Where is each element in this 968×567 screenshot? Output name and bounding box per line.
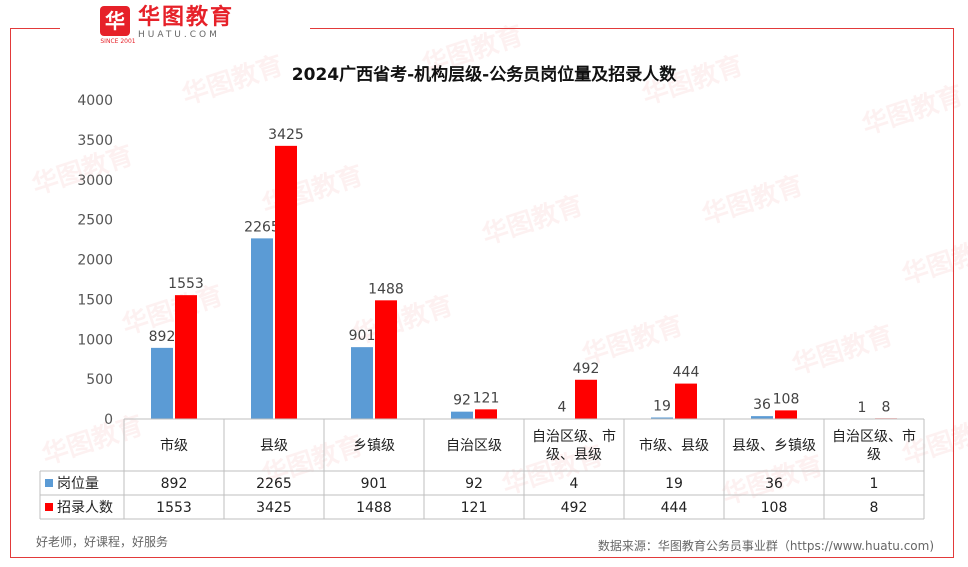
bar-positions	[651, 417, 673, 419]
y-tick-label: 1500	[77, 292, 113, 308]
category-label: 市级、县级	[639, 437, 709, 454]
bar-positions	[251, 238, 273, 419]
data-label: 1	[858, 400, 867, 416]
bar-positions	[751, 416, 773, 419]
brand-name: 华图教育	[138, 5, 235, 30]
bar-hires	[775, 410, 797, 419]
table-cell: 901	[361, 476, 388, 492]
data-label: 2265	[244, 219, 280, 235]
data-label: 36	[753, 397, 771, 413]
data-label: 108	[773, 391, 800, 407]
category-label: 乡镇级	[353, 438, 395, 454]
table-cell: 444	[661, 500, 688, 516]
category-label: 市级	[160, 437, 188, 454]
huatu-logo-icon: 华	[100, 6, 130, 36]
bar-positions	[351, 347, 373, 419]
y-tick-label: 3500	[77, 133, 113, 149]
y-tick-label: 2000	[77, 253, 113, 269]
legend-label: 岗位量	[57, 476, 99, 492]
legend-label: 招录人数	[57, 500, 113, 516]
data-label: 4	[558, 400, 567, 416]
bar-hires	[575, 379, 597, 419]
category-label: 级、县级	[546, 447, 602, 463]
table-cell: 3425	[256, 500, 292, 516]
bar-hires	[475, 409, 497, 419]
category-label: 自治区级	[446, 438, 502, 454]
legend-swatch	[45, 503, 53, 511]
table-cell: 121	[461, 500, 488, 516]
data-label: 92	[453, 393, 471, 409]
data-label: 492	[573, 361, 600, 377]
bar-hires	[175, 295, 197, 419]
table-cell: 36	[765, 476, 783, 492]
y-tick-label: 1000	[77, 332, 113, 348]
y-tick-label: 500	[86, 372, 113, 388]
bar-hires	[275, 145, 297, 419]
data-label: 892	[149, 329, 176, 345]
table-cell: 492	[561, 500, 588, 516]
brand-since: SINCE 2001	[100, 38, 136, 45]
data-label: 1488	[368, 281, 404, 297]
legend-swatch	[45, 479, 53, 487]
data-label: 1553	[168, 276, 204, 292]
category-label: 自治区级、市	[532, 428, 616, 445]
table-cell: 892	[161, 476, 188, 492]
table-cell: 108	[761, 500, 788, 516]
brand-domain: HUATU.COM	[138, 30, 220, 40]
data-label: 121	[473, 390, 500, 406]
bar-positions	[151, 347, 173, 419]
brand-logo: 华 华图教育 HUATU.COM SINCE 2001	[100, 5, 235, 45]
table-cell: 4	[570, 476, 579, 492]
table-cell: 1553	[156, 500, 192, 516]
category-label: 县级、乡镇级	[732, 438, 816, 454]
chart-title: 2024广西省考-机构层级-公务员岗位量及招录人数	[291, 65, 677, 85]
data-label: 8	[882, 399, 891, 415]
data-label: 3425	[268, 127, 304, 143]
table-cell: 2265	[256, 476, 292, 492]
table-cell: 19	[665, 476, 683, 492]
data-label: 19	[653, 398, 671, 414]
table-cell: 1488	[356, 500, 392, 516]
table-cell: 92	[465, 476, 483, 492]
table-cell: 1	[870, 476, 879, 492]
footer-slogan: 好老师，好课程，好服务	[36, 535, 169, 549]
y-tick-label: 4000	[77, 93, 113, 109]
table-cell: 8	[870, 500, 879, 516]
y-tick-label: 3000	[77, 173, 113, 189]
category-label: 县级	[260, 438, 288, 454]
footer-source: 数据来源：华图教育公务员事业群（https://www.huatu.com)	[597, 539, 934, 553]
category-label: 自治区级、市	[832, 428, 916, 445]
data-label: 901	[349, 328, 376, 344]
bar-hires	[675, 383, 697, 419]
bar-hires	[375, 300, 397, 419]
y-tick-label: 0	[104, 412, 113, 428]
chart-frame	[10, 28, 954, 558]
bar-positions	[451, 411, 473, 419]
data-label: 444	[673, 365, 700, 381]
category-label: 级	[867, 447, 881, 463]
y-tick-label: 2500	[77, 213, 113, 229]
